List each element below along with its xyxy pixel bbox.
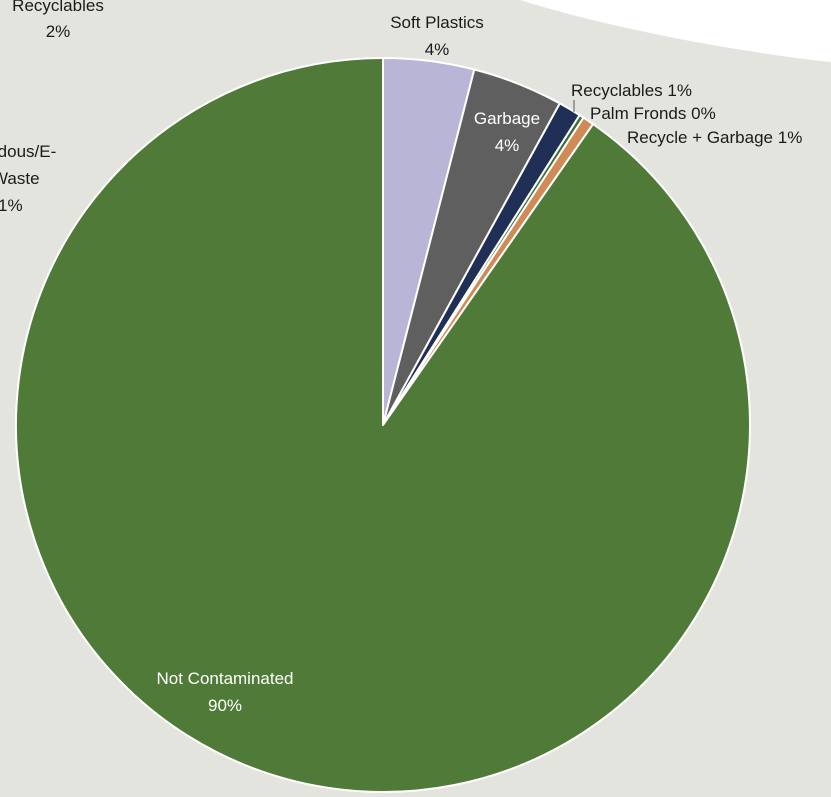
pie-slices — [15, 57, 751, 793]
label-cut-hazardous-line2: Waste — [0, 169, 40, 188]
label-not-contaminated-value: 90% — [208, 696, 242, 715]
label-recyclables: Recyclables 1% — [571, 81, 692, 100]
label-cut-hazardous-line1: rdous/E- — [0, 142, 56, 161]
label-soft-plastics-value: 4% — [425, 40, 450, 59]
label-palm-fronds: Palm Fronds 0% — [590, 104, 716, 123]
pie-slice-not-contaminated — [15, 57, 751, 793]
label-garbage-name: Garbage — [474, 109, 540, 128]
slice-labels: Soft Plastics 4% Garbage 4% Recyclables … — [0, 0, 802, 715]
label-cut-recyclables-name: Recyclables — [12, 0, 104, 15]
label-not-contaminated-name: Not Contaminated — [156, 669, 293, 688]
label-cut-recyclables-value: 2% — [46, 22, 71, 41]
label-cut-hazardous-line3: 1% — [0, 196, 23, 215]
label-soft-plastics-name: Soft Plastics — [390, 13, 484, 32]
label-garbage-value: 4% — [495, 136, 520, 155]
label-recycle-garbage: Recycle + Garbage 1% — [627, 128, 802, 147]
background-white-shape — [520, 0, 831, 62]
